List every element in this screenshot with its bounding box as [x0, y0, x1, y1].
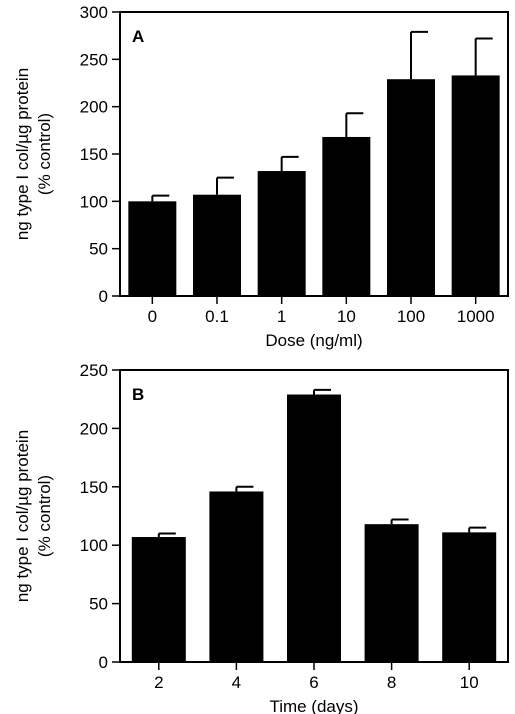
x-tick-label: 8 [387, 673, 396, 692]
x-tick-label: 0.1 [205, 307, 229, 326]
y-tick-label: 0 [99, 653, 108, 672]
bar [209, 491, 264, 662]
y-axis-label-unit: (% control) [35, 475, 54, 557]
panel-label: B [132, 385, 144, 404]
bar [287, 394, 341, 662]
bar [257, 171, 306, 296]
x-axis-label: Time (days) [269, 697, 358, 714]
y-tick-label: 100 [80, 536, 108, 555]
y-axis-label: ng type I col/µg protein [13, 430, 32, 602]
x-tick-label: 0 [148, 307, 157, 326]
x-tick-label: 100 [397, 307, 425, 326]
bar [451, 75, 500, 296]
y-tick-label: 0 [99, 287, 108, 306]
panel-label: A [132, 27, 144, 46]
plot-frame [119, 11, 509, 297]
y-axis-label-unit: (% control) [35, 113, 54, 195]
bar [322, 136, 371, 296]
x-tick-label: 10 [337, 307, 356, 326]
x-axis-label: Dose (ng/ml) [265, 331, 362, 350]
y-tick-label: 200 [80, 419, 108, 438]
y-tick-label: 100 [80, 192, 108, 211]
x-tick-label: 2 [154, 673, 163, 692]
y-tick-label: 50 [89, 595, 108, 614]
x-tick-label: 6 [309, 673, 318, 692]
x-tick-label: 10 [460, 673, 479, 692]
bar [387, 79, 435, 296]
bar [442, 532, 497, 662]
bar [193, 194, 241, 296]
y-tick-label: 150 [80, 478, 108, 497]
y-tick-label: 200 [80, 98, 108, 117]
x-tick-label: 1 [277, 307, 286, 326]
chart-panel-b: 0 50 100 150 200 250 2 4 6 8 10 B Time (days) ng type… [13, 361, 509, 714]
chart-panel-a: 0 50 100 150 200 250 300 0 0.1 1 10 100 1000 A Dose (n… [13, 3, 509, 350]
y-tick-label: 150 [80, 145, 108, 164]
bar [364, 524, 419, 662]
x-tick-label: 4 [232, 673, 241, 692]
y-tick-label: 250 [80, 361, 108, 380]
bar [128, 201, 177, 296]
y-tick-label: 250 [80, 50, 108, 69]
y-tick-label: 300 [80, 3, 108, 22]
y-axis-label: ng type I col/µg protein [13, 68, 32, 240]
x-tick-label: 1000 [457, 307, 495, 326]
y-tick-label: 50 [89, 240, 108, 259]
bar [131, 537, 186, 662]
